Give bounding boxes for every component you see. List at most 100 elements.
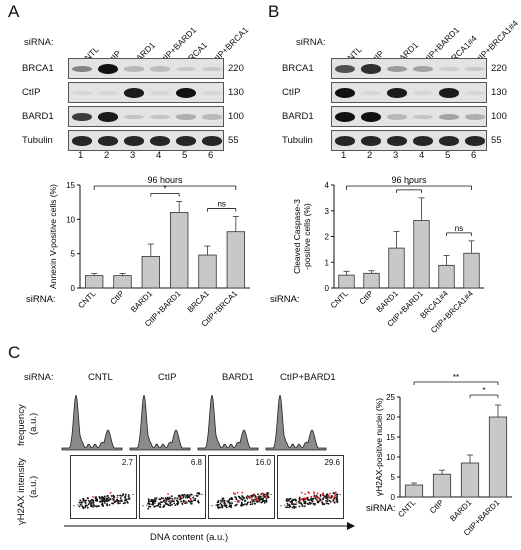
scatter-dot-positive bbox=[305, 497, 308, 499]
scatter-dot bbox=[106, 497, 108, 500]
scatter-dot bbox=[263, 495, 266, 498]
lane-number: 2 bbox=[104, 150, 110, 161]
scatter-dot bbox=[87, 499, 90, 502]
scatter-dot-positive bbox=[308, 492, 311, 494]
blot-band bbox=[360, 90, 382, 96]
bar bbox=[141, 256, 161, 289]
scatter-dot bbox=[87, 503, 90, 506]
scatter-dot bbox=[152, 503, 154, 506]
scatter-dot-positive bbox=[253, 493, 256, 496]
scatter-dot bbox=[308, 501, 311, 504]
bar bbox=[338, 274, 355, 289]
bar bbox=[432, 473, 452, 498]
scatter-dot bbox=[160, 497, 163, 499]
scatter-dot bbox=[239, 497, 242, 500]
scatter-dot bbox=[230, 496, 233, 499]
scatter-dot-positive bbox=[316, 499, 319, 501]
scatter-dot bbox=[172, 500, 175, 503]
bar bbox=[463, 252, 480, 289]
scatter-dot bbox=[92, 504, 94, 506]
scatter-dot bbox=[78, 501, 81, 504]
scatter-dot bbox=[259, 495, 262, 498]
scatter-dot-positive bbox=[261, 492, 264, 495]
bar bbox=[413, 220, 430, 289]
scatter-dot bbox=[123, 499, 126, 502]
threshold-line bbox=[279, 493, 343, 507]
scatter-dot bbox=[229, 502, 232, 505]
scatter-dot bbox=[319, 495, 322, 497]
scatter-dot bbox=[314, 502, 316, 505]
scatter-dot bbox=[297, 500, 300, 503]
scatter-dot bbox=[219, 499, 222, 502]
scatter-dot bbox=[111, 502, 113, 505]
gh2ax-scatter-plot: 2.7 bbox=[70, 455, 137, 519]
blot-band bbox=[386, 65, 408, 73]
scatter-dot bbox=[258, 497, 261, 499]
scatter-dot bbox=[101, 500, 104, 503]
frequency-axis-label-line2: (a.u.) bbox=[28, 412, 39, 435]
molecular-weight-marker: 130 bbox=[491, 87, 507, 98]
scatter-dot bbox=[192, 496, 195, 499]
scatter-dot bbox=[157, 504, 159, 507]
scatter-dot bbox=[92, 499, 95, 502]
scatter-dot-positive bbox=[164, 498, 167, 501]
scatter-dot bbox=[184, 502, 186, 505]
intensity-axis-unit: (a.u.) bbox=[28, 475, 39, 498]
scatter-dot bbox=[181, 502, 184, 505]
bar bbox=[404, 484, 424, 498]
scatter-percent-label: 16.0 bbox=[255, 458, 271, 467]
scatter-dot bbox=[327, 502, 330, 505]
scatter-dot bbox=[103, 495, 106, 498]
scatter-percent-label: 2.7 bbox=[121, 458, 133, 467]
y-tick-label: 15 bbox=[386, 433, 395, 442]
scatter-dot bbox=[325, 502, 328, 505]
scatter-dot bbox=[298, 499, 301, 501]
significance-label: * bbox=[407, 181, 410, 190]
scatter-dot bbox=[328, 499, 331, 502]
blot-band bbox=[149, 66, 171, 72]
scatter-dot bbox=[148, 499, 150, 502]
scatter-dot bbox=[306, 496, 309, 499]
scatter-dot-positive bbox=[304, 493, 307, 496]
dna-histogram bbox=[265, 394, 327, 451]
scatter-percent-label: 6.8 bbox=[190, 458, 202, 467]
y-axis-label: -positive cells (%) bbox=[302, 203, 312, 270]
scatter-percent-label: 29.6 bbox=[324, 458, 340, 467]
blot-band bbox=[412, 66, 434, 72]
scatter-dot bbox=[110, 495, 113, 497]
lane-number: 2 bbox=[367, 150, 373, 161]
threshold-line bbox=[141, 493, 205, 507]
scatter-dot bbox=[108, 504, 111, 506]
blot-strip bbox=[68, 130, 224, 151]
scatter-dot-positive bbox=[301, 498, 303, 501]
scatter-dot bbox=[85, 499, 87, 502]
lane-number: 3 bbox=[393, 150, 399, 161]
scatter-dot bbox=[322, 498, 324, 500]
scatter-dot-positive bbox=[329, 492, 331, 495]
blot-band bbox=[334, 136, 356, 146]
blot-protein-label: Tubulin bbox=[22, 135, 53, 146]
bar bbox=[169, 212, 189, 289]
molecular-weight-marker: 220 bbox=[491, 63, 507, 74]
scatter-dot bbox=[294, 506, 297, 509]
condition-label: CNTL bbox=[88, 372, 113, 383]
blot-protein-label: CtIP bbox=[282, 87, 301, 98]
lane-number: 6 bbox=[471, 150, 477, 161]
scatter-points bbox=[72, 492, 136, 510]
bar bbox=[488, 416, 508, 498]
scatter-dot bbox=[168, 500, 170, 503]
scatter-dot bbox=[125, 498, 128, 501]
bar bbox=[363, 272, 380, 289]
blot-band bbox=[97, 136, 119, 146]
scatter-dot bbox=[173, 502, 176, 505]
scatter-dot bbox=[82, 506, 84, 509]
molecular-weight-marker: 130 bbox=[228, 87, 244, 98]
scatter-dot bbox=[221, 499, 224, 501]
category-label: BARD1 bbox=[129, 289, 155, 315]
intensity-axis-label: γH2AX intensity bbox=[16, 457, 27, 525]
scatter-dot bbox=[155, 497, 158, 499]
bar bbox=[84, 275, 104, 289]
scatter-dot bbox=[82, 498, 85, 501]
scatter-dot bbox=[310, 497, 313, 500]
scatter-dot bbox=[249, 503, 252, 506]
